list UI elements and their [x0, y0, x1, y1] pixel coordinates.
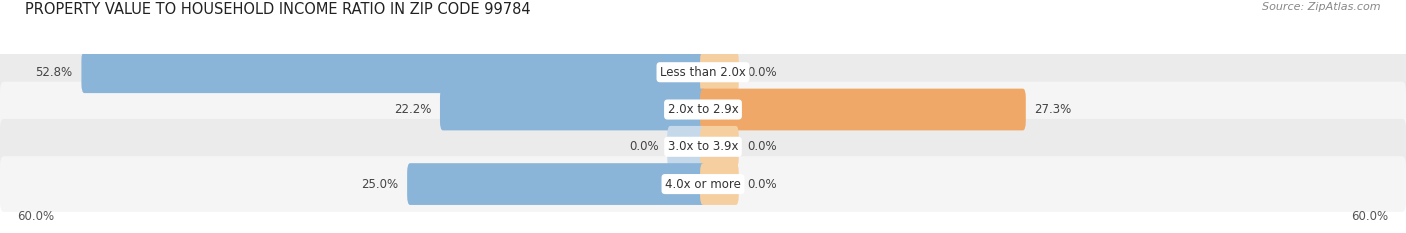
Text: 60.0%: 60.0% — [17, 210, 55, 223]
FancyBboxPatch shape — [0, 45, 1406, 100]
FancyBboxPatch shape — [82, 51, 706, 93]
Text: 4.0x or more: 4.0x or more — [665, 178, 741, 191]
Text: 60.0%: 60.0% — [1351, 210, 1389, 223]
Text: 25.0%: 25.0% — [361, 178, 398, 191]
FancyBboxPatch shape — [0, 82, 1406, 137]
FancyBboxPatch shape — [700, 51, 738, 93]
Text: 52.8%: 52.8% — [35, 66, 73, 79]
FancyBboxPatch shape — [440, 89, 706, 130]
Text: Source: ZipAtlas.com: Source: ZipAtlas.com — [1263, 2, 1381, 12]
FancyBboxPatch shape — [0, 119, 1406, 175]
Text: 22.2%: 22.2% — [394, 103, 432, 116]
Text: 0.0%: 0.0% — [628, 140, 658, 153]
Text: 2.0x to 2.9x: 2.0x to 2.9x — [668, 103, 738, 116]
FancyBboxPatch shape — [700, 163, 738, 205]
FancyBboxPatch shape — [408, 163, 706, 205]
Text: PROPERTY VALUE TO HOUSEHOLD INCOME RATIO IN ZIP CODE 99784: PROPERTY VALUE TO HOUSEHOLD INCOME RATIO… — [25, 2, 531, 17]
FancyBboxPatch shape — [0, 156, 1406, 212]
Text: 0.0%: 0.0% — [748, 178, 778, 191]
Text: Less than 2.0x: Less than 2.0x — [659, 66, 747, 79]
Text: 27.3%: 27.3% — [1035, 103, 1071, 116]
Text: 0.0%: 0.0% — [748, 66, 778, 79]
Text: 3.0x to 3.9x: 3.0x to 3.9x — [668, 140, 738, 153]
Text: 0.0%: 0.0% — [748, 140, 778, 153]
FancyBboxPatch shape — [700, 126, 738, 168]
FancyBboxPatch shape — [668, 126, 706, 168]
FancyBboxPatch shape — [700, 89, 1026, 130]
